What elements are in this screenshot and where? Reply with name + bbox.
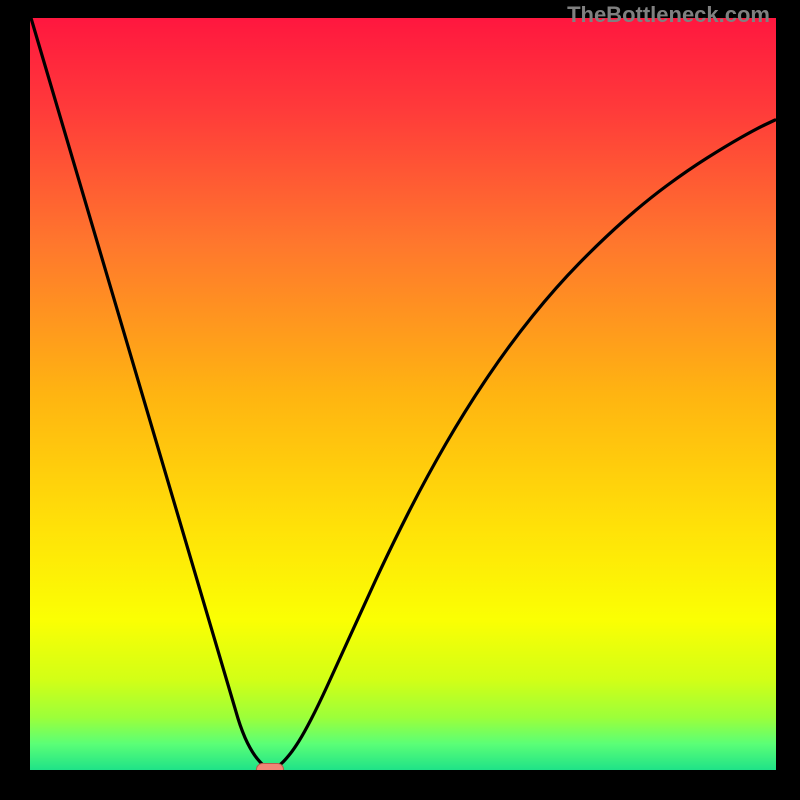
bottleneck-curve: [0, 0, 800, 800]
border-bottom: [0, 770, 800, 800]
watermark-text: TheBottleneck.com: [567, 2, 770, 28]
border-left: [0, 0, 30, 800]
chart-container: TheBottleneck.com: [0, 0, 800, 800]
border-right: [776, 0, 800, 800]
curve-path: [31, 18, 775, 769]
